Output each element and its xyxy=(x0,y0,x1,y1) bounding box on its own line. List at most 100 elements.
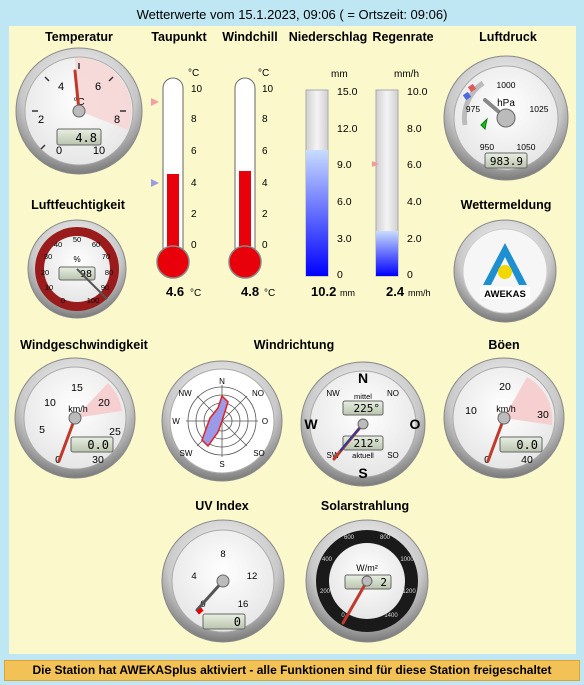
dewpoint-tick-8: 8 xyxy=(191,114,197,125)
humidity-unit: % xyxy=(73,255,80,264)
temp-tick-10: 10 xyxy=(93,145,105,157)
uv-tick-12: 12 xyxy=(247,571,258,582)
temperature-gauge: 0 2 4 6 8 10 °C 4.8 xyxy=(15,47,143,175)
windspeed-gauge: 0 5 10 15 20 25 30 km/h 0.0 xyxy=(14,357,136,479)
dewpoint-unit: °C xyxy=(190,288,201,299)
hum-tick-100: 100 xyxy=(87,296,100,305)
temp-tick-6: 6 xyxy=(95,81,101,93)
rose-nw: NW xyxy=(178,389,192,398)
ws-tick-25: 25 xyxy=(109,426,121,438)
windrose-chart: N NO O SO S SW W NW xyxy=(158,360,286,482)
dewpoint-thermometer: °C 10 8 6 4 2 0 4.6 °C xyxy=(148,66,214,302)
solar-value: 2 xyxy=(380,576,387,589)
page-title: Wetterwerte vom 15.1.2023, 09:06 ( = Ort… xyxy=(136,7,448,22)
solar-label: Solarstrahlung xyxy=(320,499,410,513)
solar-tick-1400: 1400 xyxy=(384,613,398,619)
precip-tick-0: 0 xyxy=(337,269,343,281)
compass-avg-value: 225° xyxy=(354,402,381,415)
dewpoint-tick-10: 10 xyxy=(191,84,203,95)
uv-value: 0 xyxy=(234,615,241,629)
windchill-tick-0: 0 xyxy=(262,240,268,251)
pressure-tick-1050: 1050 xyxy=(517,142,536,152)
solar-tick-1000: 1000 xyxy=(400,557,414,563)
precipitation-axis-unit: mm xyxy=(331,69,348,80)
ws-tick-10: 10 xyxy=(44,397,56,409)
pressure-tick-975: 975 xyxy=(466,104,480,114)
ws-tick-20: 20 xyxy=(98,397,110,409)
rain-tick-6: 6.0 xyxy=(407,159,422,171)
humidity-label: Luftfeuchtigkeit xyxy=(31,198,125,212)
precipitation-label: Niederschlag xyxy=(288,30,368,44)
pressure-unit: hPa xyxy=(497,98,515,109)
precip-tick-9: 9.0 xyxy=(337,159,352,171)
gust-tick-40: 40 xyxy=(521,454,533,466)
rose-w: W xyxy=(172,417,180,426)
precip-tick-3: 3.0 xyxy=(337,233,352,245)
rain-tick-2: 2.0 xyxy=(407,233,422,245)
hum-tick-50: 50 xyxy=(73,235,81,244)
gust-tick-20: 20 xyxy=(499,381,511,393)
windchill-axis-unit: °C xyxy=(258,68,269,79)
precipitation-bar: mm 15.0 12.0 9.0 6.0 3.0 0 10.2 mm xyxy=(300,66,366,302)
uv-label: UV Index xyxy=(195,499,249,513)
compass-so: SO xyxy=(387,451,399,460)
weather-report-label: Wettermeldung xyxy=(460,198,552,212)
compass-cur-value: 212° xyxy=(354,437,381,450)
dewpoint-tick-6: 6 xyxy=(191,146,197,157)
solar-tick-400: 400 xyxy=(322,557,333,563)
uv-tick-16: 16 xyxy=(238,599,249,610)
temp-tick-0: 0 xyxy=(56,145,62,157)
pressure-gauge: 950 975 1000 1025 1050 hPa 983.9 xyxy=(443,55,569,181)
weather-report-badge[interactable]: AWEKAS xyxy=(453,219,557,323)
rose-n: N xyxy=(219,377,225,386)
temperature-value: 4.8 xyxy=(75,131,97,145)
windspeed-unit: km/h xyxy=(68,404,88,414)
ws-tick-30: 30 xyxy=(92,454,104,466)
rose-no: NO xyxy=(252,389,264,398)
pressure-value: 983.9 xyxy=(490,155,523,168)
precipitation-value: 10.2 xyxy=(311,284,336,299)
rain-tick-8: 8.0 xyxy=(407,123,422,135)
hum-tick-0: 0 xyxy=(61,296,65,305)
hum-tick-70: 70 xyxy=(102,252,110,261)
compass-n: N xyxy=(358,370,368,386)
compass-o: O xyxy=(410,416,421,432)
rainrate-label: Regenrate xyxy=(372,30,434,44)
compass-no: NO xyxy=(387,389,399,398)
rainrate-value: 2.4 xyxy=(386,284,405,299)
rain-tick-4: 4.0 xyxy=(407,196,422,208)
solar-tick-600: 600 xyxy=(344,535,355,541)
compass-avg-label: mittel xyxy=(354,392,372,401)
rose-s: S xyxy=(219,460,224,469)
pressure-tick-1025: 1025 xyxy=(530,104,549,114)
winddirection-label: Windrichtung xyxy=(253,338,335,352)
windchill-tick-2: 2 xyxy=(262,209,268,220)
compass-cur-label: aktuell xyxy=(352,451,374,460)
dewpoint-value: 4.6 xyxy=(166,284,184,299)
rose-so: SO xyxy=(253,449,265,458)
hum-tick-30: 30 xyxy=(44,252,52,261)
hum-tick-40: 40 xyxy=(54,240,62,249)
windchill-unit: °C xyxy=(264,288,275,299)
humidity-gauge: 0 10 20 30 40 50 60 70 80 90 100 % 98 xyxy=(27,219,127,319)
gusts-value: 0.0 xyxy=(516,438,538,452)
windspeed-label: Windgeschwindigkeit xyxy=(20,338,148,352)
rainrate-unit: mm/h xyxy=(408,288,431,298)
dewpoint-tick-0: 0 xyxy=(191,240,197,251)
compass-sw: SW xyxy=(327,451,340,460)
rainrate-axis-unit: mm/h xyxy=(394,69,419,80)
gusts-label: Böen xyxy=(488,338,520,352)
rainrate-bar: mm/h 10.0 8.0 6.0 4.0 2.0 0 2.4 mm/h xyxy=(370,66,436,302)
solar-unit: W/m² xyxy=(356,563,378,573)
awekas-logo-text: AWEKAS xyxy=(484,289,526,300)
rain-tick-0: 0 xyxy=(407,269,413,281)
dewpoint-tick-4: 4 xyxy=(191,178,197,189)
rose-o: O xyxy=(262,417,268,426)
wind-compass: N O S W NO SO SW NW mittel 225° 212° akt… xyxy=(300,361,426,487)
windspeed-value: 0.0 xyxy=(87,438,109,452)
hum-tick-90: 90 xyxy=(101,283,109,292)
pressure-label: Luftdruck xyxy=(479,30,537,44)
windchill-tick-8: 8 xyxy=(262,114,268,125)
gust-tick-30: 30 xyxy=(537,409,549,421)
gust-tick-10: 10 xyxy=(465,405,477,417)
